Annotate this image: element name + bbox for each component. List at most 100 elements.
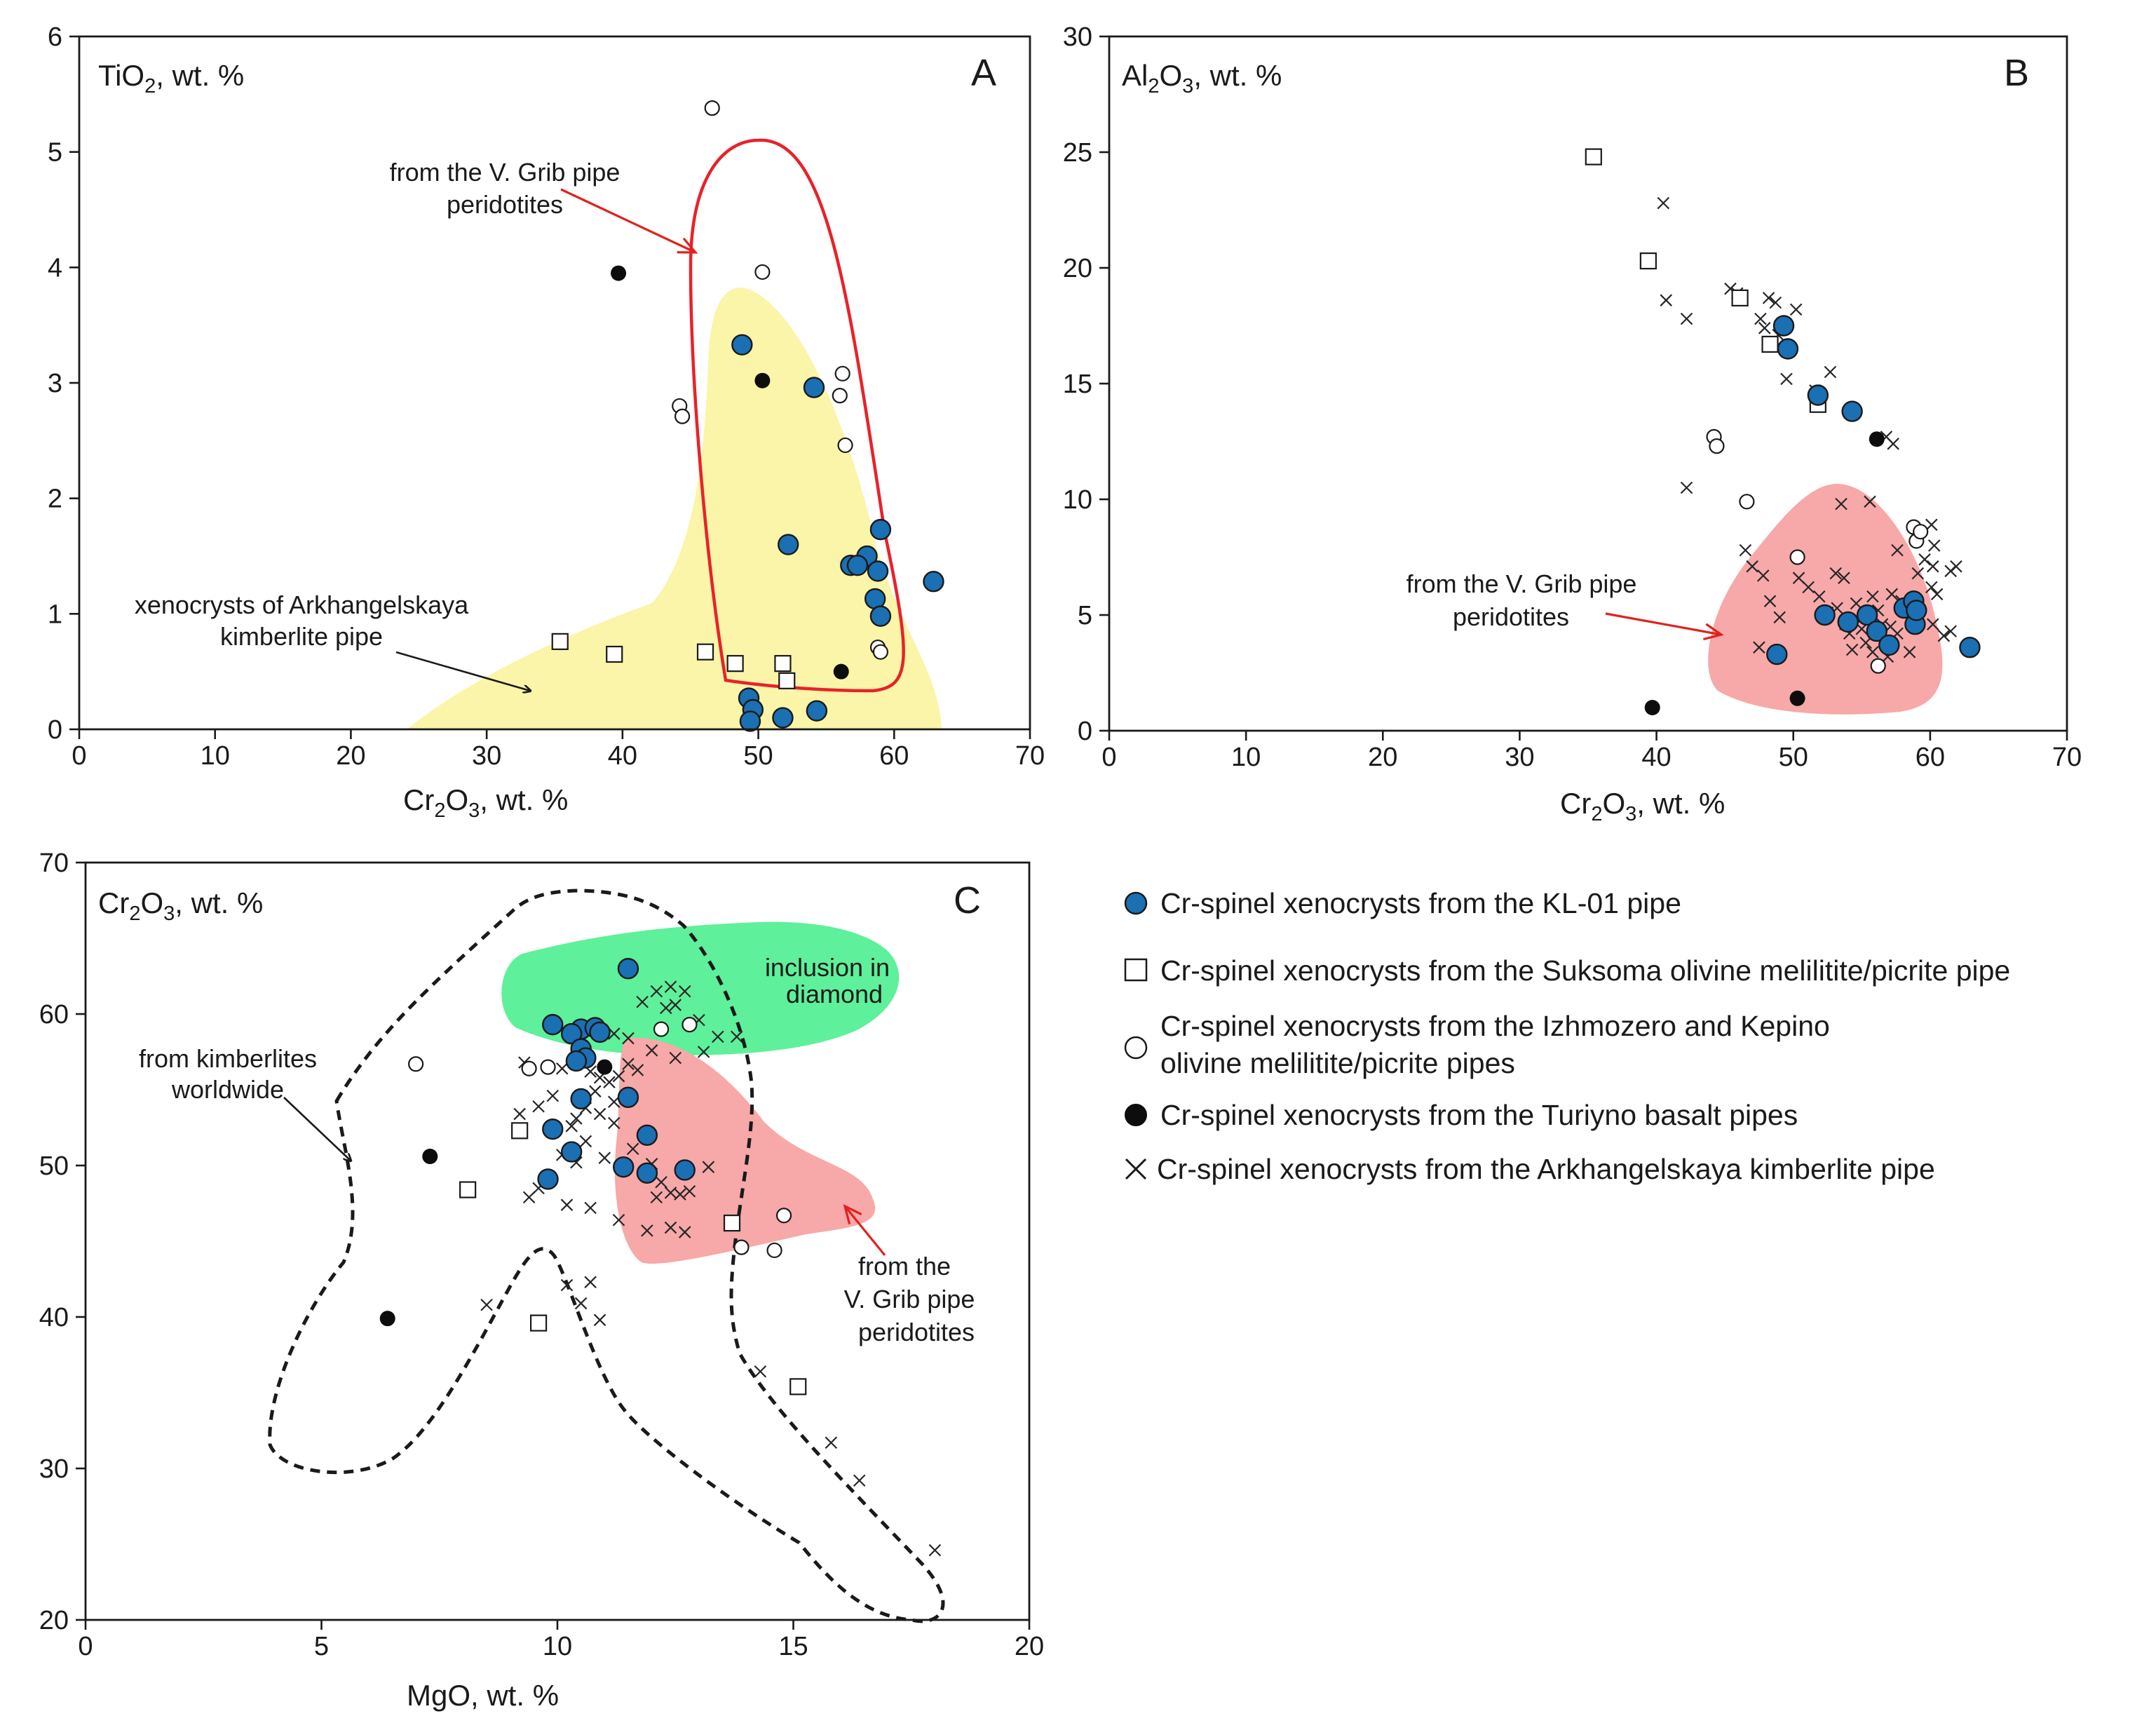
point-arkhangelskaya [697, 1046, 710, 1058]
point-suksoma [529, 1314, 548, 1332]
point-izhmozero-and-kepino [1870, 658, 1886, 674]
panel-c-annotation-kimberlites: from kimberlites worldwide [139, 1044, 317, 1104]
legend-marker-cross [1125, 1158, 1147, 1180]
point-kl-01 [560, 1022, 583, 1045]
point-suksoma [1761, 335, 1779, 353]
panel-b-ticks: 0 10 20 30 40 50 60 70 0 5 10 15 20 25 30 [1063, 22, 2082, 772]
point-izhmozero-and-kepino [407, 1056, 424, 1072]
point-suksoma [606, 645, 623, 663]
point-suksoma [459, 1181, 477, 1198]
point-arkhangelskaya [1757, 569, 1770, 582]
point-arkhangelskaya [631, 1064, 644, 1076]
point-arkhangelskaya [660, 1001, 672, 1015]
point-arkhangelskaya [1911, 567, 1925, 580]
legend-label-izhmozero-1: Cr-spinel xenocrysts from the Izhmozero … [1160, 1010, 1830, 1042]
point-arkhangelskaya [1754, 312, 1767, 325]
panel-c-annotation-grib: from the V. Grib pipe peridotites [844, 1252, 975, 1346]
point-kl-01 [1777, 338, 1799, 360]
x-tick-label: 70 [1015, 741, 1045, 771]
point-kl-01 [1807, 384, 1829, 406]
point-suksoma [789, 1378, 807, 1396]
point-arkhangelskaya [513, 1107, 526, 1121]
point-suksoma [778, 672, 796, 689]
x-tick-label: 10 [1231, 743, 1261, 772]
point-suksoma [1731, 289, 1749, 306]
point-turiyno [1789, 690, 1805, 706]
point-arkhangelskaya [1845, 643, 1859, 656]
x-tick-label: 60 [879, 741, 909, 771]
point-kl-01 [570, 1088, 592, 1110]
point-arkhangelskaya [1792, 572, 1805, 584]
point-arkhangelskaya [1813, 590, 1826, 603]
point-kl-01 [617, 957, 639, 980]
point-izhmozero-and-kepino [832, 388, 848, 404]
point-arkhangelskaya [622, 1058, 635, 1071]
legend-label-kl01: Cr-spinel xenocrysts from the KL-01 pipe [1160, 887, 1681, 919]
x-tick-label: 5 [314, 1632, 329, 1661]
point-arkhangelskaya [1864, 495, 1876, 508]
panel-c-kimberlite-field [268, 888, 945, 1623]
panel-b-x-axis-title: Cr2O3, wt. % [1560, 787, 1725, 825]
point-kl-01 [739, 710, 761, 732]
x-tick-label: 10 [201, 741, 230, 771]
legend-item-suksoma: Cr-spinel xenocrysts from the Suksoma ol… [1124, 954, 2010, 987]
point-arkhangelskaya [579, 1135, 592, 1148]
point-izhmozero-and-kepino [733, 1239, 750, 1255]
legend-item-kl01: Cr-spinel xenocrysts from the KL-01 pipe [1124, 887, 1681, 919]
panel-a-y-axis-title: TiO2, wt. % [98, 59, 244, 97]
point-arkhangelskaya [1773, 611, 1786, 624]
point-arkhangelskaya [1926, 618, 1939, 630]
panel-b-annotation-grib: from the V. Grib pipe peridotites [1406, 569, 1637, 631]
point-arkhangelskaya [1802, 581, 1815, 594]
y-tick-label: 30 [1063, 22, 1092, 52]
point-kl-01 [636, 1162, 658, 1184]
point-turiyno [379, 1311, 395, 1327]
point-kl-01 [636, 1124, 658, 1147]
point-suksoma [511, 1122, 529, 1140]
panel-b-arrow-grib [1605, 612, 1724, 641]
point-arkhangelskaya [1866, 590, 1879, 603]
x-tick-label: 30 [1505, 743, 1534, 772]
y-tick-label: 40 [39, 1303, 69, 1332]
y-tick-label: 0 [48, 715, 62, 745]
point-kl-01 [731, 334, 753, 356]
x-tick-label: 20 [1368, 743, 1397, 772]
legend-marker-black-circle [1125, 1104, 1147, 1126]
point-kl-01 [869, 605, 892, 627]
point-izhmozero-and-kepino [521, 1060, 537, 1076]
point-kl-01 [537, 1168, 559, 1190]
point-suksoma [696, 643, 714, 661]
point-suksoma [1585, 148, 1602, 165]
point-arkhangelskaya [584, 1201, 597, 1215]
point-kl-01 [777, 534, 799, 555]
point-arkhangelskaya [825, 1436, 838, 1450]
panel-b-points [1585, 148, 1981, 715]
panel-a-grib-outline [689, 138, 905, 693]
point-izhmozero-and-kepino [1789, 549, 1805, 565]
point-arkhangelskaya [650, 985, 663, 998]
point-arkhangelskaya [1829, 567, 1842, 580]
point-suksoma [723, 1214, 741, 1232]
point-arkhangelskaya [645, 1044, 658, 1057]
point-izhmozero-and-kepino [872, 644, 889, 660]
x-tick-label: 40 [608, 741, 637, 771]
y-tick-label: 3 [48, 369, 62, 398]
point-arkhangelskaya [1746, 560, 1758, 573]
point-arkhangelskaya [674, 1188, 686, 1201]
legend-item-arkhangelskaya: Cr-spinel xenocrysts from the Arkhangels… [1125, 1153, 1935, 1185]
point-arkhangelskaya [1885, 588, 1898, 601]
point-arkhangelskaya [636, 995, 649, 1008]
panel-b-label: B [2004, 52, 2029, 94]
point-izhmozero-and-kepino [1739, 494, 1755, 510]
legend-item-turiyno: Cr-spinel xenocrysts from the Turiyno ba… [1125, 1099, 1798, 1131]
panel-a-ticks: 0 10 20 30 40 50 60 70 0 1 2 3 4 5 6 [48, 22, 1045, 771]
point-arkhangelskaya [522, 1191, 536, 1204]
point-arkhangelskaya [664, 1221, 677, 1234]
y-tick-label: 20 [39, 1606, 69, 1635]
point-suksoma [1639, 252, 1657, 270]
panel-a-x-axis-title: Cr2O3, wt. % [403, 783, 568, 822]
panel-a-arrow-grib [560, 188, 698, 254]
point-suksoma [551, 633, 569, 650]
point-arkhangelskaya [853, 1474, 866, 1487]
panel-b: 0 10 20 30 40 50 60 70 0 5 10 15 20 25 30 B Al2O3, wt.… [1063, 22, 2082, 825]
